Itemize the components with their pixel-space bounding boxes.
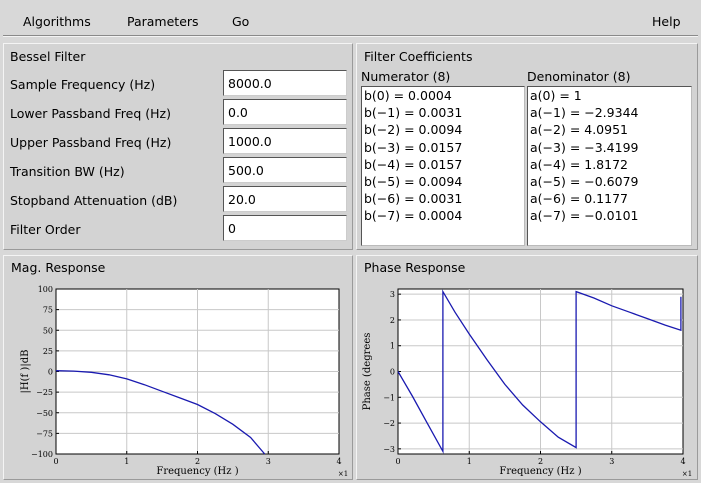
mag-y-tick-label: 75 [43,306,53,315]
list-item[interactable]: b(−5) = 0.0094 [364,173,463,189]
list-item[interactable]: b(−2) = 0.0094 [364,122,463,138]
denominator-list[interactable]: a(0) = 1 a(−1) = −2.9344 a(−2) = 4.0951 … [527,86,692,246]
mag-response-title: Mag. Response [11,260,106,275]
phase-response-panel: Phase Response 0 1 2 3 4 −3 −2 −1 0 1 2 3 Frequency … [356,255,698,480]
list-item[interactable]: a(−7) = −0.0101 [530,208,639,224]
phase-y-axis-label: Phase (degrees [362,333,373,411]
list-item[interactable]: b(−3) = 0.0157 [364,139,463,155]
phase-y-tick-label: 0 [390,368,395,377]
menu-help[interactable]: Help [652,14,681,29]
phase-x-tick-label: 2 [538,457,543,466]
list-item[interactable]: a(−5) = −0.6079 [530,173,639,189]
filter-order-label: Filter Order [10,222,81,237]
list-item[interactable]: b(−6) = 0.0031 [364,191,463,207]
list-item[interactable]: b(0) = 0.0004 [364,88,452,103]
list-item[interactable]: a(0) = 1 [530,88,582,103]
mag-x-tick-label: 3 [266,457,271,466]
mag-y-tick-label: −25 [36,388,53,397]
list-item[interactable]: a(−2) = 4.0951 [530,122,628,138]
mag-y-tick-label: 0 [48,368,53,377]
mag-x-tick-label: 2 [195,457,200,466]
mag-y-tick-label: 50 [43,326,53,335]
list-item[interactable]: b(−1) = 0.0031 [364,105,463,121]
mag-x-axis-label: Frequency (Hz ) [156,466,238,477]
list-item[interactable]: a(−3) = −3.4199 [530,139,639,155]
mag-y-tick-label: −100 [31,450,53,459]
filter-coefficients-title: Filter Coefficients [364,49,473,64]
phase-y-tick-label: 1 [390,342,395,351]
upper-passband-input[interactable] [223,128,347,154]
phase-response-title: Phase Response [364,260,466,275]
transition-bw-label: Transition BW (Hz) [10,164,125,179]
phase-x-axis-label: Frequency (Hz ) [499,466,581,477]
numerator-header: Numerator (8) [361,69,451,84]
filter-coefficients-panel: Filter Coefficients Numerator (8) Denomi… [356,43,698,250]
sample-frequency-input[interactable] [223,70,347,96]
list-item[interactable]: b(−4) = 0.0157 [364,156,463,172]
phase-y-tick-label: 2 [390,316,395,325]
phase-y-tick-label: 3 [390,290,395,299]
mag-response-panel: Mag. Response 0 1 2 3 4 −100 −75 −50 −25 0 25 50 75 1… [3,255,353,480]
bessel-filter-panel: Bessel Filter Sample Frequency (Hz) Lowe… [3,43,353,250]
stopband-attenuation-input[interactable] [223,186,347,212]
phase-y-tick-label: −2 [383,419,395,428]
mag-series-line [55,370,266,455]
transition-bw-input[interactable] [223,157,347,183]
menu-algorithms[interactable]: Algorithms [23,14,91,29]
numerator-list[interactable]: b(0) = 0.0004 b(−1) = 0.0031 b(−2) = 0.0… [361,86,525,246]
menu-bar: Algorithms Parameters Go Help [3,4,698,38]
list-item[interactable]: a(−6) = 0.1177 [530,191,628,207]
mag-x-tick-label: 4 [336,457,341,466]
mag-response-chart: 0 1 2 3 4 −100 −75 −50 −25 0 25 50 75 100 Frequency (H… [20,285,348,478]
lower-passband-input[interactable] [223,99,347,125]
phase-response-chart: 0 1 2 3 4 −3 −2 −1 0 1 2 3 Frequency (Hz ) Phase (deg… [362,288,692,478]
mag-y-tick-label: 25 [43,347,53,356]
phase-y-tick-label: −3 [383,445,395,454]
mag-y-tick-label: 100 [38,285,53,294]
menu-go[interactable]: Go [232,14,250,29]
list-item[interactable]: a(−1) = −2.9344 [530,105,639,121]
phase-x-tick-label: 4 [680,457,685,466]
filter-order-input[interactable] [223,215,347,241]
phase-y-tick-label: −1 [383,393,395,402]
mag-x-tick-label: 1 [124,457,129,466]
phase-x-tick-label: 3 [609,457,614,466]
mag-y-axis-label: |H(f )|dB [20,350,31,394]
bessel-filter-title: Bessel Filter [10,49,86,64]
mag-x-tick-label: 0 [53,457,58,466]
mag-y-tick-label: −50 [36,409,53,418]
list-item[interactable]: b(−7) = 0.0004 [364,208,463,224]
stopband-attenuation-label: Stopband Attenuation (dB) [10,193,178,208]
phase-x-tick-label: 0 [395,457,400,466]
menu-parameters[interactable]: Parameters [127,14,199,29]
sample-frequency-label: Sample Frequency (Hz) [10,77,156,92]
mag-x-multiplier: ×1 [338,470,348,478]
list-item[interactable]: a(−4) = 1.8172 [530,156,628,172]
phase-x-tick-label: 1 [467,457,472,466]
phase-x-multiplier: ×1 [682,470,692,478]
lower-passband-label: Lower Passband Freq (Hz) [10,106,171,121]
denominator-header: Denominator (8) [527,69,631,84]
mag-y-tick-label: −75 [36,429,53,438]
phase-series-line [397,289,682,454]
upper-passband-label: Upper Passband Freq (Hz) [10,135,172,150]
